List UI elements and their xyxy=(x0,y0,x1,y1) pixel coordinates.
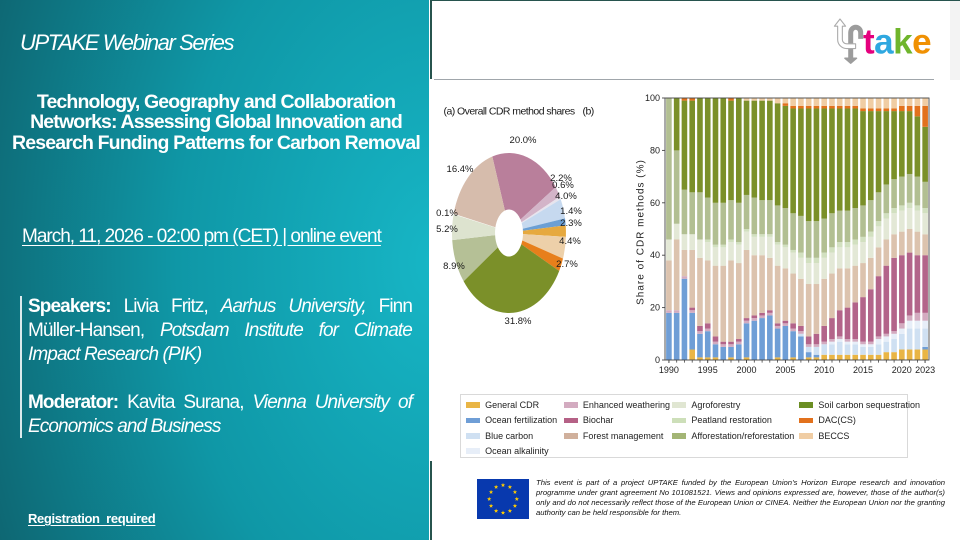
svg-text:2023: 2023 xyxy=(915,365,935,375)
svg-text:(a) Overall CDR method shares: (a) Overall CDR method shares xyxy=(444,106,575,118)
svg-text:1.4%: 1.4% xyxy=(560,206,582,217)
svg-text:2000: 2000 xyxy=(736,365,756,375)
svg-text:(b): (b) xyxy=(583,106,594,118)
svg-text:2.2%: 2.2% xyxy=(550,173,572,184)
svg-text:2015: 2015 xyxy=(853,365,873,375)
svg-text:80: 80 xyxy=(650,145,660,155)
svg-text:0.6%: 0.6% xyxy=(552,180,574,191)
svg-text:0.1%: 0.1% xyxy=(436,208,458,219)
svg-text:4.0%: 4.0% xyxy=(555,191,577,202)
svg-text:Share of CDR methods (%): Share of CDR methods (%) xyxy=(636,159,647,305)
svg-text:40: 40 xyxy=(650,250,660,260)
svg-text:100: 100 xyxy=(645,93,660,103)
svg-text:2.7%: 2.7% xyxy=(556,259,578,270)
svg-text:31.8%: 31.8% xyxy=(505,316,532,327)
svg-text:60: 60 xyxy=(650,198,660,208)
svg-text:4.4%: 4.4% xyxy=(559,236,581,247)
svg-text:0: 0 xyxy=(655,355,660,365)
svg-text:20: 20 xyxy=(650,303,660,313)
svg-text:16.4%: 16.4% xyxy=(447,164,474,175)
svg-text:5.2%: 5.2% xyxy=(436,224,458,235)
svg-text:8.9%: 8.9% xyxy=(443,261,465,272)
svg-text:2010: 2010 xyxy=(814,365,834,375)
svg-text:20.0%: 20.0% xyxy=(510,135,537,146)
svg-text:2005: 2005 xyxy=(775,365,795,375)
svg-text:1995: 1995 xyxy=(698,365,718,375)
svg-text:take: take xyxy=(863,23,931,62)
svg-text:1990: 1990 xyxy=(659,365,679,375)
svg-text:2.3%: 2.3% xyxy=(560,218,582,229)
svg-text:2020: 2020 xyxy=(892,365,912,375)
